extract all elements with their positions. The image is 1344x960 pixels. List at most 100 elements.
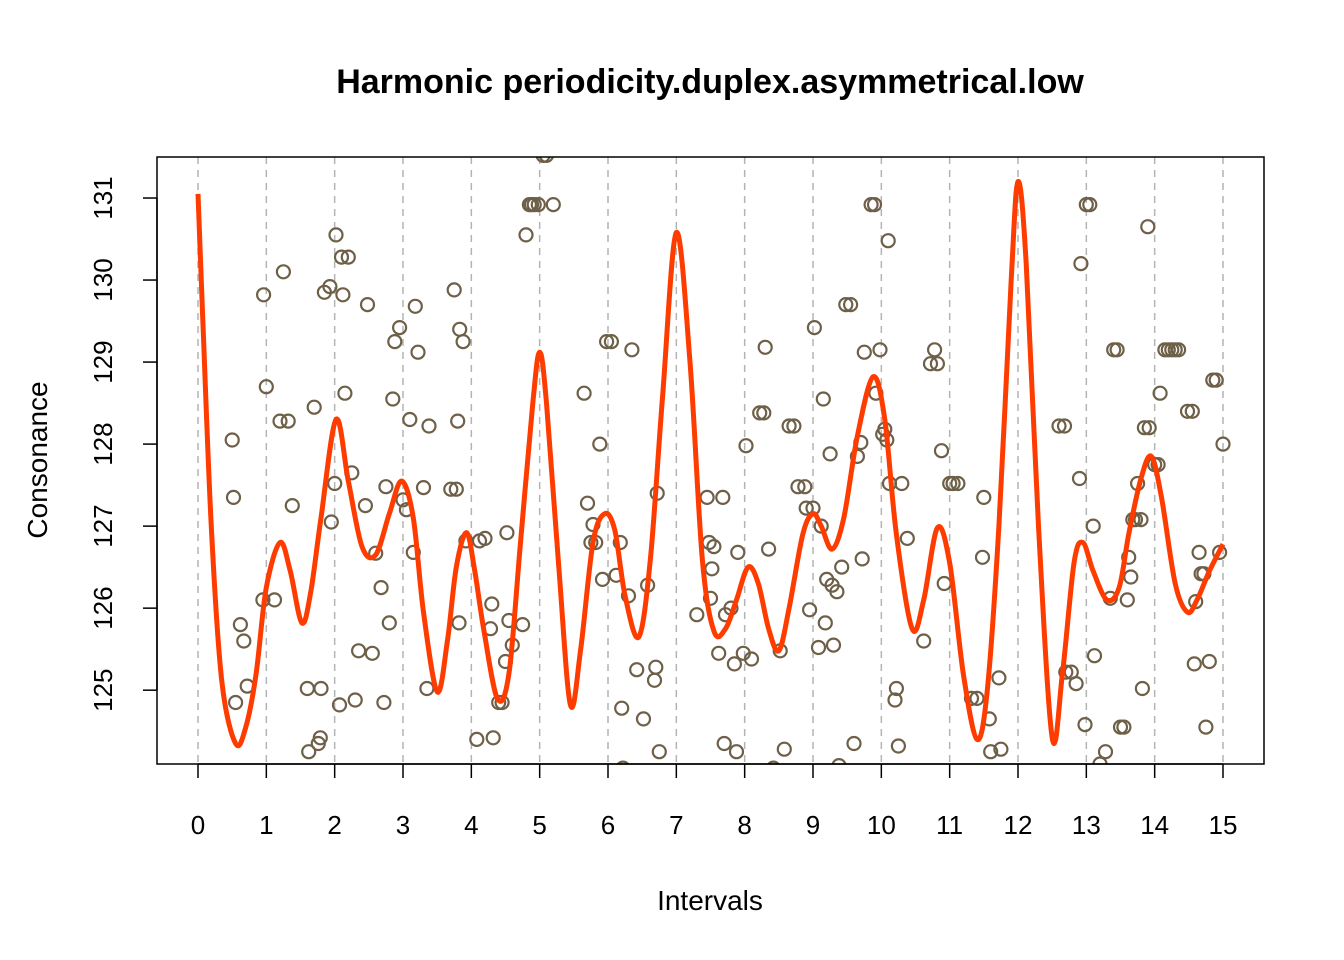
x-tick-label-3: 3 <box>396 810 410 840</box>
data-point-117 <box>730 544 746 561</box>
data-point-224 <box>1184 403 1200 419</box>
x-axis: 0 1 2 3 4 5 6 7 8 9 10 11 12 13 14 15 <box>191 763 1237 840</box>
data-point-194 <box>1082 197 1098 213</box>
data-point-81 <box>545 197 561 213</box>
data-point-74 <box>518 227 534 243</box>
data-point-150 <box>849 448 866 464</box>
data-point-78 <box>530 197 546 213</box>
data-point-39 <box>378 479 394 495</box>
x-axis-label: Intervals <box>657 885 763 916</box>
data-point-139 <box>817 615 833 631</box>
data-point-101 <box>648 659 664 675</box>
data-point-105 <box>699 489 715 505</box>
data-point-89 <box>598 334 615 350</box>
data-point-35 <box>364 645 380 661</box>
data-point-110 <box>711 645 727 661</box>
data-point-161 <box>880 233 896 249</box>
y-tick-label-2: 127 <box>88 504 118 547</box>
data-point-203 <box>1116 719 1132 735</box>
data-point-222 <box>1170 342 1187 358</box>
data-point-146 <box>834 559 850 575</box>
data-point-43 <box>392 320 408 336</box>
data-point-21 <box>322 279 338 295</box>
data-point-10 <box>272 413 288 429</box>
data-point-80 <box>539 157 554 163</box>
x-tick-label-6: 6 <box>601 810 615 840</box>
data-point-123 <box>757 339 773 355</box>
data-point-4 <box>236 633 252 649</box>
data-point-176 <box>950 475 966 492</box>
data-point-138 <box>815 391 831 407</box>
data-point-36 <box>368 545 384 561</box>
data-point-24 <box>328 227 344 243</box>
data-point-34 <box>359 297 376 313</box>
data-point-197 <box>1092 756 1108 764</box>
data-points <box>224 157 1231 764</box>
data-point-53 <box>443 481 459 497</box>
data-point-50 <box>415 480 432 496</box>
data-point-98 <box>635 711 652 727</box>
data-point-190 <box>1071 470 1088 487</box>
x-tick-label-7: 7 <box>669 810 683 840</box>
data-point-7 <box>256 287 272 303</box>
x-tick-label-5: 5 <box>532 810 546 840</box>
data-point-149 <box>846 735 862 752</box>
data-point-122 <box>756 405 772 421</box>
data-point-65 <box>484 596 500 612</box>
data-point-83 <box>579 495 596 511</box>
data-point-82 <box>576 385 592 401</box>
data-point-87 <box>592 436 608 452</box>
y-tick-label-6: 131 <box>88 176 118 219</box>
y-axis-label: Consonance <box>22 381 53 538</box>
data-point-148 <box>842 297 859 313</box>
data-point-33 <box>357 498 373 514</box>
data-point-165 <box>890 738 907 754</box>
data-point-3 <box>232 616 248 633</box>
data-point-125 <box>767 760 780 764</box>
data-point-40 <box>381 615 397 631</box>
data-point-170 <box>926 342 943 358</box>
data-point-230 <box>1198 719 1214 735</box>
data-point-171 <box>929 356 946 372</box>
data-point-58 <box>452 321 468 337</box>
data-point-136 <box>810 639 827 656</box>
data-point-96 <box>624 342 640 358</box>
data-point-26 <box>333 249 350 265</box>
data-point-189 <box>1068 675 1084 692</box>
data-point-12 <box>280 413 296 429</box>
data-point-0 <box>224 432 240 448</box>
data-point-61 <box>469 731 485 748</box>
y-tick-label-4: 129 <box>88 340 118 383</box>
data-point-163 <box>887 692 903 708</box>
data-point-127 <box>776 741 792 757</box>
data-point-42 <box>387 334 403 350</box>
plot-frame <box>156 156 1265 765</box>
data-point-46 <box>402 411 418 428</box>
x-tick-label-4: 4 <box>464 810 478 840</box>
data-point-164 <box>888 680 905 697</box>
data-point-103 <box>651 744 667 760</box>
data-point-28 <box>337 385 353 401</box>
data-point-195 <box>1085 518 1101 534</box>
data-point-52 <box>421 418 437 434</box>
data-point-19 <box>313 680 329 697</box>
x-tick-label-10: 10 <box>867 810 896 840</box>
data-point-70 <box>499 525 515 541</box>
data-point-41 <box>385 391 401 407</box>
data-point-31 <box>347 692 363 708</box>
data-point-56 <box>450 413 466 429</box>
data-point-104 <box>689 607 705 623</box>
x-tick-label-0: 0 <box>191 810 205 840</box>
data-point-25 <box>331 697 348 713</box>
data-point-135 <box>806 320 823 336</box>
data-point-22 <box>323 514 339 530</box>
data-point-27 <box>335 287 351 303</box>
data-point-155 <box>866 197 883 213</box>
x-tick-label-14: 14 <box>1140 810 1169 840</box>
data-point-196 <box>1086 648 1103 664</box>
data-point-48 <box>407 298 423 314</box>
data-point-168 <box>916 633 932 649</box>
data-point-120 <box>743 651 760 667</box>
data-point-231 <box>1201 653 1217 670</box>
